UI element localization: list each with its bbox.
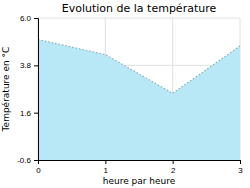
grid bbox=[38, 18, 240, 160]
axis-line bbox=[39, 161, 241, 165]
tick-mark bbox=[34, 113, 38, 114]
tick-mark bbox=[173, 160, 174, 164]
tick: 2 bbox=[171, 160, 176, 175]
tick-label: 3 bbox=[238, 166, 243, 175]
title: Evolution de la température bbox=[62, 2, 217, 15]
area bbox=[38, 40, 240, 160]
tick-label: -0.6 bbox=[17, 156, 31, 165]
tick-mark bbox=[240, 160, 241, 164]
tick: 1.6 bbox=[20, 109, 38, 118]
marks bbox=[38, 40, 240, 160]
tick-label: 3.8 bbox=[20, 61, 32, 70]
tick: 3 bbox=[238, 160, 243, 175]
chart: 0 1 2 3 -0.6 1.6 3.8 6.0 Evolution de la tempéra… bbox=[0, 0, 250, 188]
x-axis-title: heure par heure bbox=[103, 176, 176, 186]
tick-label: 1.6 bbox=[20, 109, 32, 118]
tick-label: 6.0 bbox=[20, 14, 32, 23]
x-axis: 0 1 2 3 bbox=[36, 160, 243, 175]
tick-mark bbox=[34, 160, 38, 161]
tick-label: 1 bbox=[104, 166, 109, 175]
line bbox=[38, 40, 240, 94]
plot: 0 1 2 3 -0.6 1.6 3.8 6.0 bbox=[17, 14, 243, 175]
grid-line-y bbox=[38, 18, 240, 19]
tick-mark bbox=[34, 18, 38, 19]
axis-line bbox=[34, 19, 39, 161]
y-axis: -0.6 1.6 3.8 6.0 bbox=[17, 14, 38, 165]
tick: 6.0 bbox=[20, 14, 38, 23]
tick: -0.6 bbox=[17, 156, 38, 165]
y-axis-title: Température en °C bbox=[1, 47, 11, 133]
tick: 0 bbox=[36, 160, 41, 175]
tick-mark bbox=[105, 160, 106, 164]
tick: 3.8 bbox=[20, 61, 38, 70]
tick-label: 0 bbox=[36, 166, 41, 175]
tick-mark bbox=[34, 65, 38, 66]
tick: 1 bbox=[104, 160, 109, 175]
tick-label: 2 bbox=[171, 166, 176, 175]
